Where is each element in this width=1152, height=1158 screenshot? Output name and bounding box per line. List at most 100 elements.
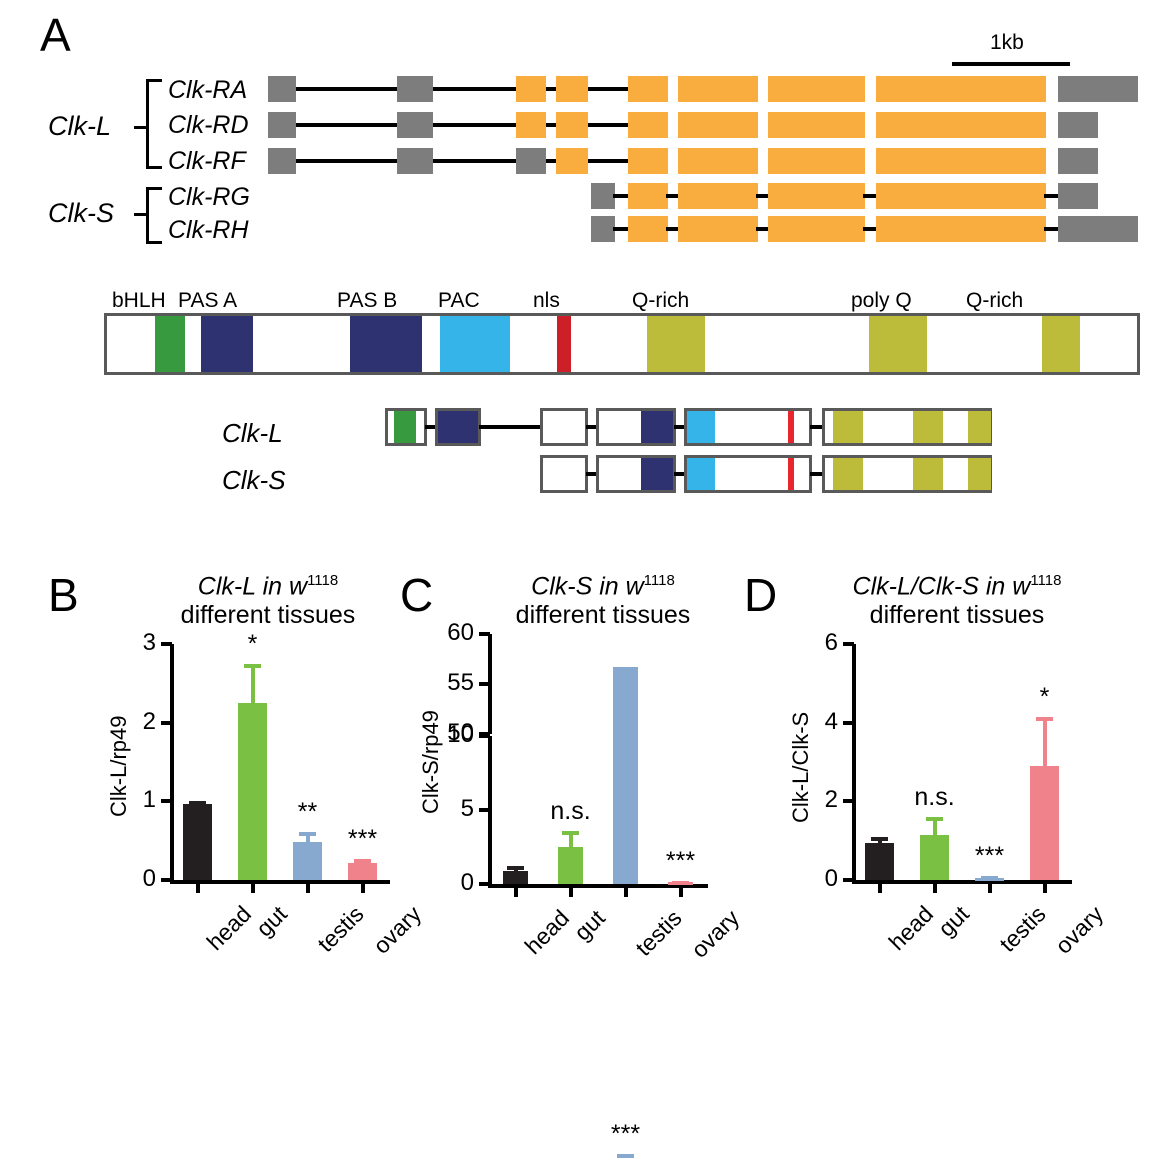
bar [238,703,267,880]
intron [863,194,877,198]
intron [1044,227,1060,231]
x-tick [360,882,365,893]
domain-pac [440,316,510,372]
domain-label-nls: nls [533,289,560,312]
x-axis [170,880,390,884]
bar [920,834,949,880]
protein-connector [674,472,686,476]
exon-utr [397,148,433,174]
transcript-label-clk-rg: Clk-RG [168,183,250,211]
protein-connector [674,425,686,429]
x-axis [852,880,1072,884]
protein-clk-l-seg2 [435,408,481,446]
x-tick-label: testis [311,900,369,957]
exon-cds [768,148,865,174]
x-tick-label: gut [932,900,974,942]
y-tick [479,682,490,686]
protein-clk-l-seg4 [596,408,676,446]
transcript-track-clk-rg [591,183,1098,209]
scale-bar-line [952,62,1070,66]
x-tick [623,886,628,897]
exon-utr [1058,112,1098,138]
panel-letter-a: A [40,9,71,61]
y-tick-label: 0 [460,869,474,896]
intron [613,194,629,198]
significance-marker: n.s. [914,783,955,812]
y-tick [843,878,854,882]
y-tick-label: 0 [142,865,156,892]
intron [288,123,668,127]
significance-marker: *** [610,1120,641,1148]
protein-connector [425,425,437,429]
bar [502,871,529,884]
chart-c-title-line1: Clk-S in w [531,572,644,601]
error-bar-cap [672,880,689,885]
intron [666,194,680,198]
error-bar-cap [562,830,579,835]
x-tick [305,882,310,893]
domain-bhlh [394,411,416,443]
exon-utr [268,148,296,174]
group-label-clk-s: Clk-S [48,198,114,228]
y-tick-label: 0 [824,865,838,892]
intron [756,227,770,231]
intron [756,194,770,198]
chart-d: 0 2 4 6 Clk-L/Clk-S head n.s. gut *** testis * ovar… [788,630,1108,959]
intron [863,227,877,231]
transcript-label-clk-ra: Clk-RA [168,76,248,104]
protein-connector [586,425,598,429]
error-bar [305,832,310,843]
transcript-track-clk-rh [591,216,1141,242]
significance-marker: *** [974,842,1005,871]
exon-cds [768,216,865,242]
exon-utr [591,216,615,242]
x-tick [195,882,200,893]
scale-bar-label: 1kb [990,31,1024,54]
transcript-label-clk-rf: Clk-RF [168,147,246,175]
exon-utr [1058,148,1098,174]
exon-cds [876,216,1046,242]
x-tick [678,886,683,897]
panel-letter-b: B [48,569,79,621]
y-tick-label: 5 [460,795,474,822]
y-tick [479,732,490,736]
domain-label-pac: PAC [438,289,480,312]
domain-poly-q [913,458,943,490]
y-tick [843,720,854,725]
error-bar-cap [617,1154,634,1158]
protein-connector [810,472,824,476]
y-axis-upper [488,634,492,734]
exon-cds [678,216,758,242]
transcript-track-clk-rd [268,112,1098,138]
error-bar [250,663,255,703]
exon-cds [678,112,758,138]
protein-connector [810,425,824,429]
chart-b-title-sup: 1118 [307,572,339,589]
chart-b: 0 1 2 3 Clk-L/rp49 head * gut ** testis *** ovary [106,630,426,959]
exon-cds [768,183,865,209]
x-tick-label: head [519,904,574,960]
figure-root: A 1kb Clk-L Clk-S Clk-RA Clk-RD Clk-RF C… [40,9,1141,1158]
y-tick [479,632,490,636]
y-axis-label: Clk-L/Clk-S [788,711,813,823]
chart-c-title: Clk-S in w1118 different tissues [448,566,758,630]
error-bar-cap [507,866,524,871]
exon-cds [516,76,546,102]
panel-letter-d: D [744,569,778,621]
exon-cds [628,216,668,242]
y-tick [161,720,172,725]
domain-pas-b [641,458,673,490]
protein-clk-s-seg1 [540,455,588,493]
transcript-track-clk-rf [268,148,1098,174]
error-bar [568,830,573,847]
exon-utr [1058,216,1138,242]
protein-domain-bar [104,313,1140,375]
domain-label-pas-b: PAS B [337,289,398,312]
exon-cds [628,76,668,102]
x-tick [568,886,573,897]
exon-cds [768,76,865,102]
bar [612,667,639,884]
protein-clk-l-seg1 [385,408,427,446]
y-axis-label: Clk-S/rp49 [418,710,443,814]
error-bar [932,817,937,835]
